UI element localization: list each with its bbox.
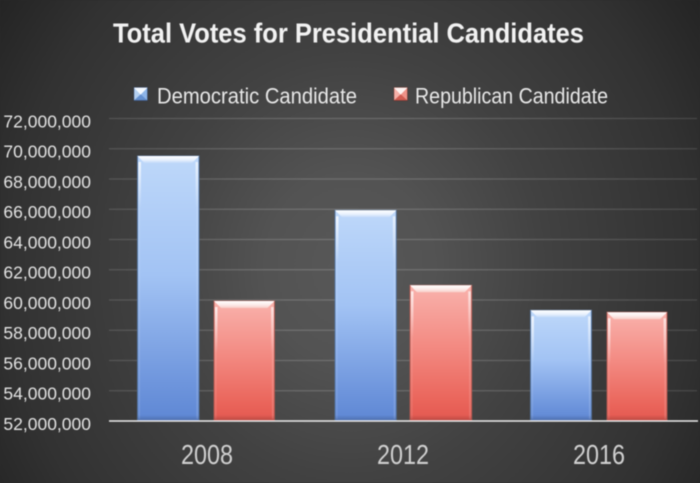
svg-text:72,000,000: 72,000,000 [3, 111, 91, 131]
svg-text:70,000,000: 70,000,000 [3, 142, 91, 162]
svg-text:62,000,000: 62,000,000 [3, 263, 91, 283]
svg-text:Republican Candidate: Republican Candidate [415, 83, 608, 108]
svg-text:54,000,000: 54,000,000 [3, 384, 91, 404]
svg-text:52,000,000: 52,000,000 [3, 414, 91, 434]
svg-text:56,000,000: 56,000,000 [3, 353, 91, 373]
svg-text:64,000,000: 64,000,000 [3, 232, 91, 252]
svg-text:2012: 2012 [377, 438, 429, 470]
svg-text:Total Votes for Presidential C: Total Votes for Presidential Candidates [113, 17, 584, 48]
svg-text:68,000,000: 68,000,000 [3, 172, 91, 192]
svg-text:66,000,000: 66,000,000 [3, 202, 91, 222]
svg-text:2008: 2008 [181, 438, 233, 470]
svg-text:58,000,000: 58,000,000 [3, 323, 91, 343]
svg-text:Democratic Candidate: Democratic Candidate [157, 83, 357, 108]
svg-text:2016: 2016 [573, 438, 625, 470]
svg-text:60,000,000: 60,000,000 [3, 293, 91, 313]
